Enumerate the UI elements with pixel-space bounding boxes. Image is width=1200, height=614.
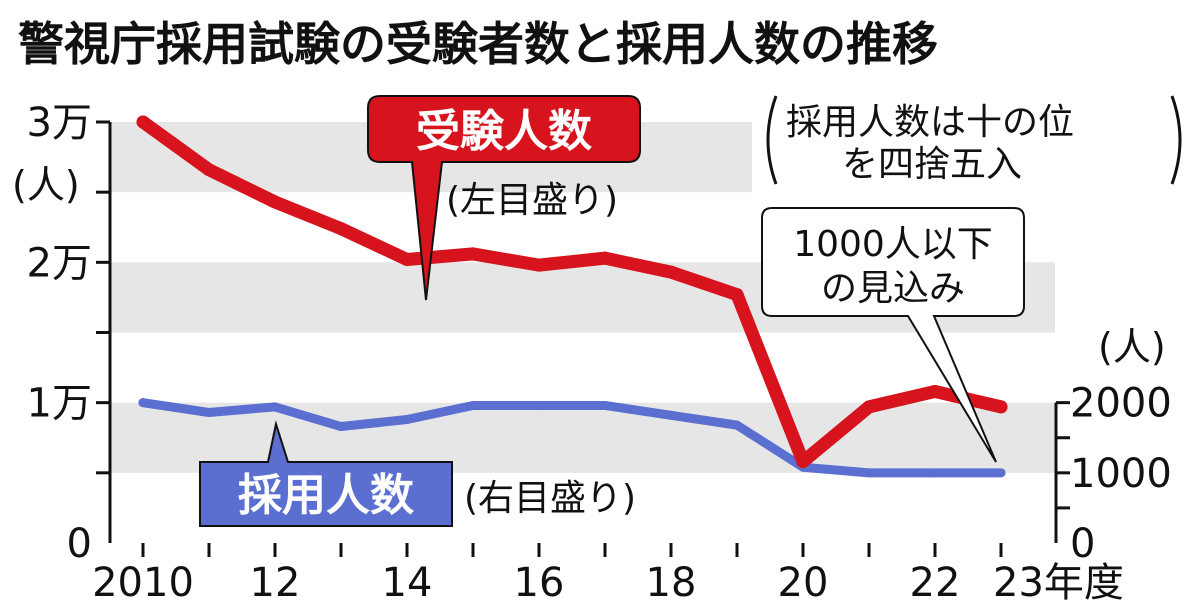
projection-callout: 1000人以下 の見込み [761, 207, 1025, 463]
hires-label: 採用人数 [238, 470, 414, 521]
series-line-1 [138, 398, 1006, 478]
rounding-note-line-1: 採用人数は十の位 [786, 102, 1074, 143]
hires-callout: 採用人数 [199, 420, 453, 527]
exam-takers-callout-bubble [367, 95, 641, 301]
series-1-point-4 [402, 415, 412, 425]
right-axis-unit: (人) [1098, 325, 1166, 369]
exam-takers-axis-note: (左目盛り) [446, 180, 618, 221]
series-lines [136, 115, 1008, 478]
projection-callout-bubble [761, 207, 1025, 463]
series-1-point-13 [996, 468, 1006, 478]
series-1-point-9 [732, 420, 742, 430]
series-0-point-4 [400, 253, 414, 267]
x-axis-tick-label-12: 22 [910, 560, 961, 606]
series-0-point-13 [994, 400, 1008, 414]
x-axis-tick-label-13: 23年度 [993, 560, 1124, 606]
hires-callout-bubble [199, 420, 453, 527]
x-axis-tick-label-6: 16 [514, 560, 565, 606]
series-0-point-8 [664, 265, 678, 279]
series-0-point-6 [532, 258, 546, 272]
series-0-point-1 [202, 163, 216, 177]
series-0-point-0 [136, 115, 150, 129]
left-axis-tick-label-1: 1万 [27, 381, 92, 427]
left-axis-tick-label-2: 2万 [27, 240, 92, 286]
series-1-point-11 [864, 468, 874, 478]
left-axis-tick-label-3: 3万 [27, 100, 92, 146]
left-axis-unit: (人) [12, 163, 80, 207]
axes: 0 1万 2万 3万 0 1000 2000 2010 12 14 16 18 20 22 23年度 [27, 100, 1172, 606]
series-0-point-5 [466, 247, 480, 261]
right-axis-tick-label-2: 2000 [1070, 381, 1172, 427]
series-0-point-10 [796, 455, 810, 469]
exam-takers-callout: 受験人数 [367, 95, 641, 301]
series-0-point-2 [268, 195, 282, 209]
exam-takers-label: 受験人数 [416, 106, 592, 157]
series-0-point-7 [598, 251, 612, 265]
series-1-point-8 [666, 410, 676, 420]
chart-title: 警視庁採用試験の受験者数と採用人数の推移 [18, 17, 938, 71]
x-axis-tick-label-0: 2010 [92, 560, 194, 606]
projection-note-line-2: の見込み [821, 268, 965, 309]
series-1-point-0 [138, 398, 148, 408]
series-0-point-11 [862, 400, 876, 414]
series-line-0 [136, 115, 1008, 469]
right-axis-tick-label-1: 1000 [1070, 451, 1172, 497]
series-1-point-6 [534, 400, 544, 410]
rounding-note-left-paren [766, 95, 778, 185]
x-axis-tick-label-4: 14 [382, 560, 433, 606]
x-axis-tick-label-2: 12 [250, 560, 301, 606]
rounding-note-line-2: を四捨五入 [842, 144, 1022, 185]
series-0-point-12 [928, 384, 942, 398]
right-axis-tick-label-0: 0 [1070, 521, 1095, 567]
series-1-point-7 [600, 400, 610, 410]
series-1-point-12 [930, 468, 940, 478]
x-axis-tick-label-8: 18 [646, 560, 697, 606]
hires-axis-note: (右目盛り) [464, 478, 636, 519]
series-1-point-3 [336, 422, 346, 432]
series-1-point-2 [270, 402, 280, 412]
projection-note-line-1: 1000人以下 [793, 224, 993, 265]
series-0-point-3 [334, 222, 348, 236]
series-1-point-5 [468, 400, 478, 410]
series-0-point-9 [730, 288, 744, 302]
series-1-point-1 [204, 407, 214, 417]
rounding-note-right-paren [1170, 95, 1182, 185]
rounding-note: 採用人数は十の位 を四捨五入 [766, 95, 1182, 185]
x-axis-tick-label-10: 20 [778, 560, 829, 606]
left-axis-tick-label-0: 0 [67, 521, 92, 567]
